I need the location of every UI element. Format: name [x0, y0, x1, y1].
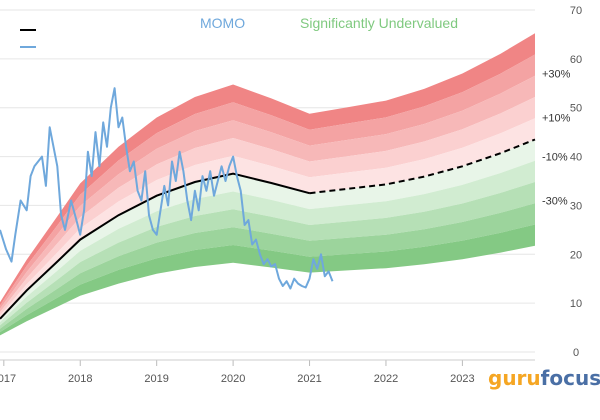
band-label: +30% — [542, 69, 571, 81]
svg-text:gurufocus: gurufocus — [488, 366, 600, 390]
x-tick-label: 2020 — [221, 373, 245, 385]
gurufocus-logo: gurufocus — [488, 366, 600, 390]
band-label: -10% — [542, 152, 568, 164]
x-tick-label: 2022 — [374, 373, 398, 385]
x-tick-label: 2023 — [450, 373, 474, 385]
legend-valuation-status: Significantly Undervalued — [300, 15, 458, 31]
y-tick-label: 40 — [570, 152, 582, 164]
chart-container: 0 10 20 30 40 50 60 70 2017 2018 2019 2020 2021 2022 2… — [0, 0, 600, 420]
y-tick-label: 30 — [570, 200, 582, 212]
gf-value-chart: 0 10 20 30 40 50 60 70 2017 2018 2019 2020 2021 2022 2… — [0, 0, 600, 420]
x-tick-label: 2019 — [144, 373, 168, 385]
y-tick-label: 0 — [573, 347, 579, 359]
y-tick-label: 70 — [570, 5, 582, 17]
brand-guru: guru — [488, 366, 541, 390]
band-label: -30% — [542, 196, 568, 208]
legend-ticker: MOMO — [200, 15, 245, 31]
y-tick-label: 10 — [570, 298, 582, 310]
band-label: +10% — [542, 112, 571, 124]
brand-focus: focus — [541, 366, 600, 390]
y-tick-label: 20 — [570, 249, 582, 261]
x-tick-label: 2021 — [297, 373, 321, 385]
y-tick-label: 50 — [570, 103, 582, 115]
x-tick-label: 2018 — [68, 373, 92, 385]
y-tick-label: 60 — [570, 54, 582, 66]
x-tick-label: 2017 — [0, 373, 16, 385]
